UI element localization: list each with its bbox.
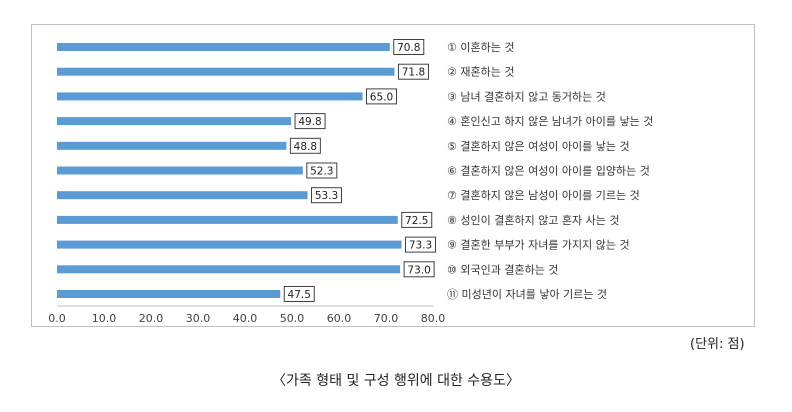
x-tick-label: 0.0 — [48, 312, 66, 325]
x-tick-label: 50.0 — [280, 312, 305, 325]
category-label: ⑧ 성인이 결혼하지 않고 혼자 사는 것 — [447, 213, 620, 227]
bar — [57, 92, 363, 101]
data-label-box — [289, 137, 321, 154]
bar — [57, 265, 401, 274]
data-label-box — [294, 113, 326, 130]
data-label: 65.0 — [370, 91, 393, 103]
category-label: ⑪ 미성년이 자녀를 낳아 기르는 것 — [447, 288, 607, 301]
bar — [57, 215, 398, 224]
category-label: ④ 혼인신고 하지 않은 남녀가 아이를 낳는 것 — [447, 114, 653, 128]
unit-label: (단위: 점) — [690, 337, 745, 352]
x-tick-label: 80.0 — [421, 312, 446, 325]
bar — [57, 141, 287, 150]
data-label: 48.8 — [294, 141, 317, 153]
bar — [57, 240, 402, 249]
bar — [57, 67, 395, 76]
data-label-box — [366, 88, 397, 105]
category-label: ① 이혼하는 것 — [447, 40, 514, 54]
x-tick-label: 70.0 — [374, 312, 399, 325]
x-tick-label: 60.0 — [327, 312, 352, 325]
x-tick-label: 10.0 — [92, 312, 117, 325]
data-label-box — [403, 261, 435, 278]
data-label-box — [393, 39, 425, 55]
category-label: ⑦ 결혼하지 않은 남성이 아이를 기르는 것 — [447, 188, 640, 202]
chart-title: 〈가족 형태 및 구성 행위에 대한 수용도〉 — [272, 373, 520, 389]
data-label: 47.5 — [288, 289, 311, 301]
category-label: ③ 남녀 결혼하지 않고 동거하는 것 — [447, 89, 606, 103]
category-label: ⑩ 외국인과 결혼하는 것 — [447, 262, 558, 276]
x-tick-label: 20.0 — [139, 312, 164, 325]
data-label: 53.3 — [315, 190, 338, 202]
data-label-box — [311, 187, 343, 204]
bar — [57, 43, 390, 51]
chart-frame: 0.0 10.0 20.0 30.0 40.0 50.0 60.0 70.0 80.0 70.8 ①… — [31, 24, 755, 327]
data-label-box — [401, 211, 433, 228]
category-label: ⑤ 결혼하지 않은 여성이 아이를 낳는 것 — [447, 139, 630, 153]
bar — [57, 166, 303, 175]
x-tick-label: 40.0 — [233, 312, 258, 325]
category-label: ② 재혼하는 것 — [447, 65, 514, 79]
data-label-box — [397, 63, 429, 80]
data-label: 71.8 — [402, 67, 425, 79]
data-label: 70.8 — [397, 42, 420, 54]
bar — [57, 191, 308, 200]
data-label: 49.8 — [298, 116, 321, 128]
data-label: 73.0 — [407, 264, 430, 276]
data-label: 52.3 — [310, 166, 333, 178]
bar-chart: 0.0 10.0 20.0 30.0 40.0 50.0 60.0 70.0 80.0 70.8 ①… — [48, 39, 653, 325]
bar — [57, 290, 281, 298]
bar — [57, 117, 292, 126]
x-tick-label: 30.0 — [186, 312, 211, 325]
data-label: 73.3 — [409, 240, 432, 252]
data-label-box — [405, 236, 437, 253]
data-label-box — [306, 162, 338, 179]
category-label: ⑥ 결혼하지 않은 여성이 아이를 입양하는 것 — [447, 164, 650, 178]
data-label-box — [283, 286, 315, 302]
data-label: 72.5 — [405, 215, 428, 227]
category-label: ⑨ 결혼한 부부가 자녀를 가지지 않는 것 — [447, 239, 630, 252]
